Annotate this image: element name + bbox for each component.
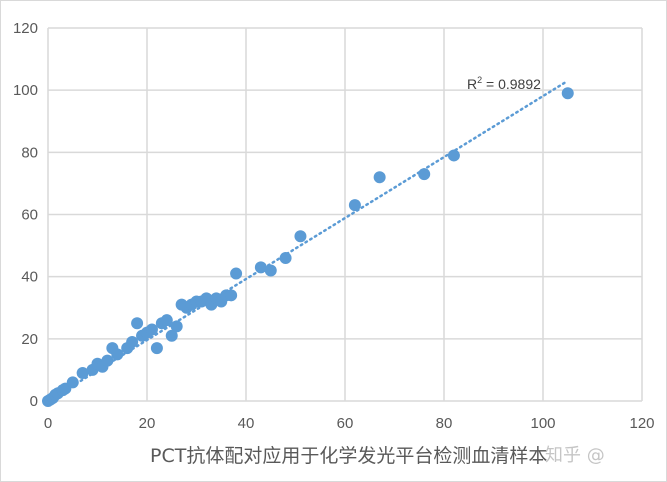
y-tick-label: 40 [21,269,38,286]
x-tick-label: 20 [139,415,156,432]
x-axis-ticks: 0 20 40 60 80 100 120 [44,415,655,432]
data-point [264,264,277,277]
data-point [561,87,574,100]
data-point [225,289,238,302]
x-tick-label: 100 [530,415,555,432]
x-tick-label: 80 [436,415,453,432]
y-axis-ticks: 0 20 40 60 80 100 120 [13,20,38,410]
y-tick-label: 60 [21,207,38,224]
y-tick-label: 120 [13,20,38,37]
data-point [348,199,361,212]
data-point [165,329,178,342]
watermark: 知乎 @ [545,445,605,466]
data-point [447,149,460,162]
data-point [101,354,114,367]
trendline [46,79,569,403]
r-squared-label: R2 = 0.9892 [467,75,541,92]
data-point [279,252,292,265]
data-point [373,171,386,184]
data-point [131,317,144,330]
data-point [66,376,79,389]
x-tick-label: 0 [44,415,52,432]
data-point [170,320,183,333]
y-tick-label: 0 [30,393,38,410]
x-tick-label: 40 [238,415,255,432]
y-tick-label: 20 [21,331,38,348]
data-point [160,314,173,327]
y-tick-label: 100 [13,82,38,99]
x-tick-label: 60 [337,415,354,432]
y-tick-label: 80 [21,144,38,161]
data-points [42,87,574,407]
data-point [76,367,89,380]
data-point [230,267,243,280]
x-tick-label: 120 [629,415,654,432]
data-point [254,261,267,274]
data-point [111,348,124,361]
x-axis-caption: PCT抗体配对应用于化学发光平台检测血清样本 [150,445,548,467]
data-point [150,342,163,355]
data-point [126,335,139,348]
data-point [418,168,431,181]
data-point [145,323,158,336]
data-point [294,230,307,243]
